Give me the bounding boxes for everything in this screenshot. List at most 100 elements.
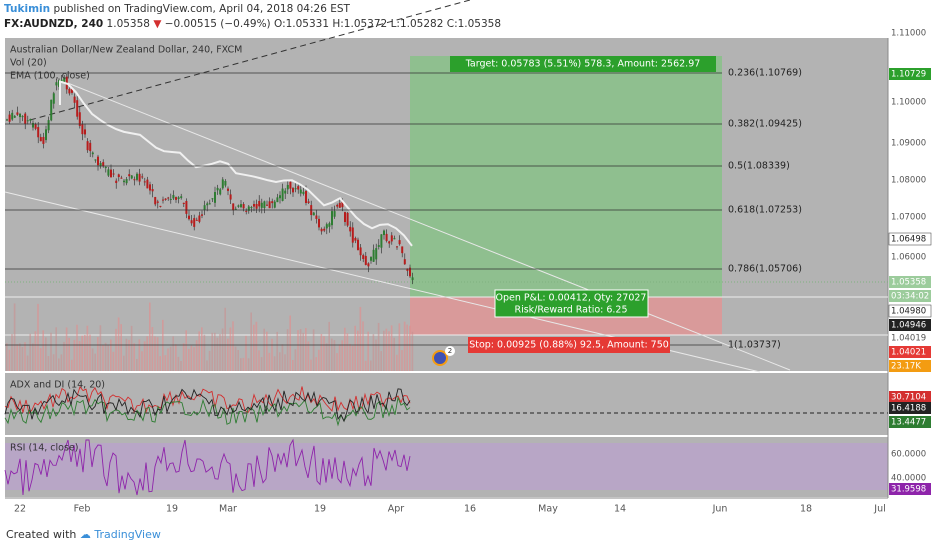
- volume-bar: [409, 325, 411, 371]
- brand[interactable]: TradingView: [94, 528, 161, 541]
- candle: [224, 181, 227, 186]
- price-label: 1.04021: [891, 348, 926, 358]
- volume-bar: [133, 343, 135, 371]
- candle: [26, 120, 29, 122]
- candle: [175, 197, 177, 200]
- volume-bar: [289, 315, 291, 371]
- price-label: 1.07000: [891, 213, 926, 223]
- price-label: 16.4188: [891, 404, 926, 414]
- volume-bar: [6, 343, 8, 371]
- volume-bar: [307, 341, 310, 371]
- volume-bar: [175, 344, 177, 371]
- volume-bar: [182, 343, 185, 371]
- candle: [76, 100, 79, 117]
- arrow: ▼: [153, 18, 162, 30]
- candle: [351, 227, 354, 243]
- candle: [34, 124, 37, 129]
- volume-bar: [16, 344, 18, 371]
- volume-bar: [247, 358, 250, 371]
- volume-bar: [406, 324, 408, 371]
- volume-bar: [338, 344, 341, 371]
- volume-bar: [123, 355, 125, 371]
- candle: [151, 189, 154, 192]
- volume-bar: [260, 357, 263, 371]
- volume-bar: [32, 343, 34, 371]
- volume-bar: [195, 340, 198, 371]
- volume-bar: [130, 325, 133, 371]
- candle: [68, 88, 71, 94]
- published: published on TradingView.com, April 04, …: [53, 3, 350, 15]
- candle: [107, 169, 110, 176]
- volume-bar: [227, 338, 229, 371]
- volume-bar: [47, 355, 50, 371]
- candle: [403, 259, 406, 265]
- candle: [409, 267, 411, 277]
- candle: [396, 246, 398, 248]
- candle: [279, 195, 281, 199]
- candle: [159, 205, 162, 207]
- volume-bar: [359, 306, 362, 371]
- trend-line: [59, 79, 791, 371]
- candle: [359, 247, 362, 256]
- volume-bar: [156, 337, 159, 371]
- volume-bar: [198, 331, 200, 371]
- candle: [206, 203, 209, 206]
- price-tag: [889, 276, 931, 288]
- volume-bar: [245, 335, 247, 371]
- candle: [393, 238, 396, 240]
- candle: [268, 201, 271, 209]
- author[interactable]: Tukimin: [4, 3, 51, 15]
- price-tag: [888, 304, 932, 318]
- volume-bar: [115, 328, 117, 371]
- candle: [198, 215, 201, 222]
- symbol: FX:AUDNZD, 240: [4, 18, 104, 30]
- time-label: Apr: [388, 504, 405, 515]
- pnl-label: Open P&L: 0.00412, Qty: 27027: [496, 293, 647, 304]
- candle: [154, 197, 157, 205]
- candle: [91, 152, 94, 155]
- candle: [63, 77, 66, 84]
- price-tag: [889, 391, 931, 403]
- candle: [73, 96, 76, 103]
- volume-bar: [250, 312, 252, 371]
- candle: [52, 93, 55, 104]
- candle: [232, 203, 235, 211]
- volume-bar: [294, 349, 297, 371]
- header: Tukimin published on TradingView.com, Ap…: [4, 2, 501, 32]
- price-label: 1.04980: [891, 307, 926, 317]
- price-series: [4, 73, 414, 496]
- volume-bar: [86, 325, 89, 371]
- target-label: Target: 0.05783 (5.51%) 578.3, Amount: 2…: [465, 59, 701, 70]
- volume-bar: [151, 327, 154, 371]
- volume-bar: [403, 321, 406, 371]
- candle: [354, 237, 357, 241]
- candle: [201, 214, 203, 216]
- low: L:1.05282: [390, 18, 444, 30]
- price-label: 1.04019: [891, 334, 926, 344]
- candle: [333, 211, 336, 217]
- time-label: 19: [166, 504, 178, 515]
- candle: [336, 204, 339, 207]
- candle: [143, 181, 146, 183]
- candle: [216, 187, 219, 191]
- candle: [229, 194, 232, 200]
- created: Created with: [6, 528, 77, 541]
- candle: [297, 186, 300, 190]
- volume-bar: [39, 348, 42, 371]
- volume-bar: [292, 360, 294, 371]
- volume-bar: [390, 325, 393, 371]
- price-label: 1.09000: [891, 139, 926, 149]
- price-tag: [888, 232, 932, 246]
- candle: [219, 189, 222, 195]
- candle: [32, 122, 34, 128]
- volume-bar: [78, 341, 81, 371]
- volume-bar: [208, 350, 211, 371]
- volume-bar: [383, 330, 385, 371]
- candle: [50, 99, 53, 121]
- candle: [156, 201, 159, 203]
- price-tag: [889, 290, 931, 302]
- candle: [42, 136, 45, 144]
- candle: [328, 223, 331, 227]
- volume-bar: [276, 331, 278, 371]
